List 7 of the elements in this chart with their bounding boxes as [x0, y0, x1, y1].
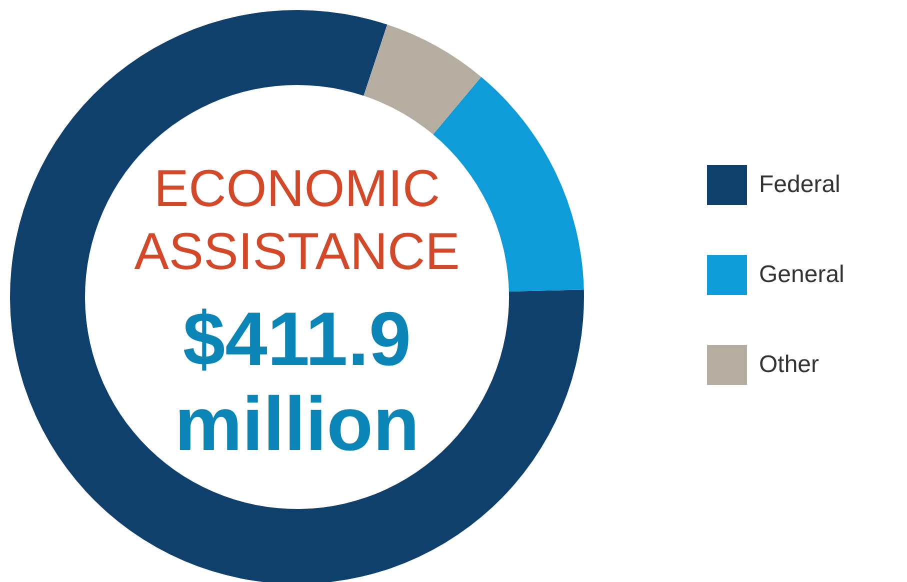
legend-label: Federal	[759, 171, 840, 198]
text: $411.9 million	[174, 297, 420, 467]
text: ECONOMIC ASSISTANCE	[134, 160, 460, 281]
legend-label: Other	[759, 351, 820, 378]
donut-slice	[10, 10, 584, 582]
legend-label: General	[759, 261, 844, 288]
donut-slice	[364, 24, 482, 134]
